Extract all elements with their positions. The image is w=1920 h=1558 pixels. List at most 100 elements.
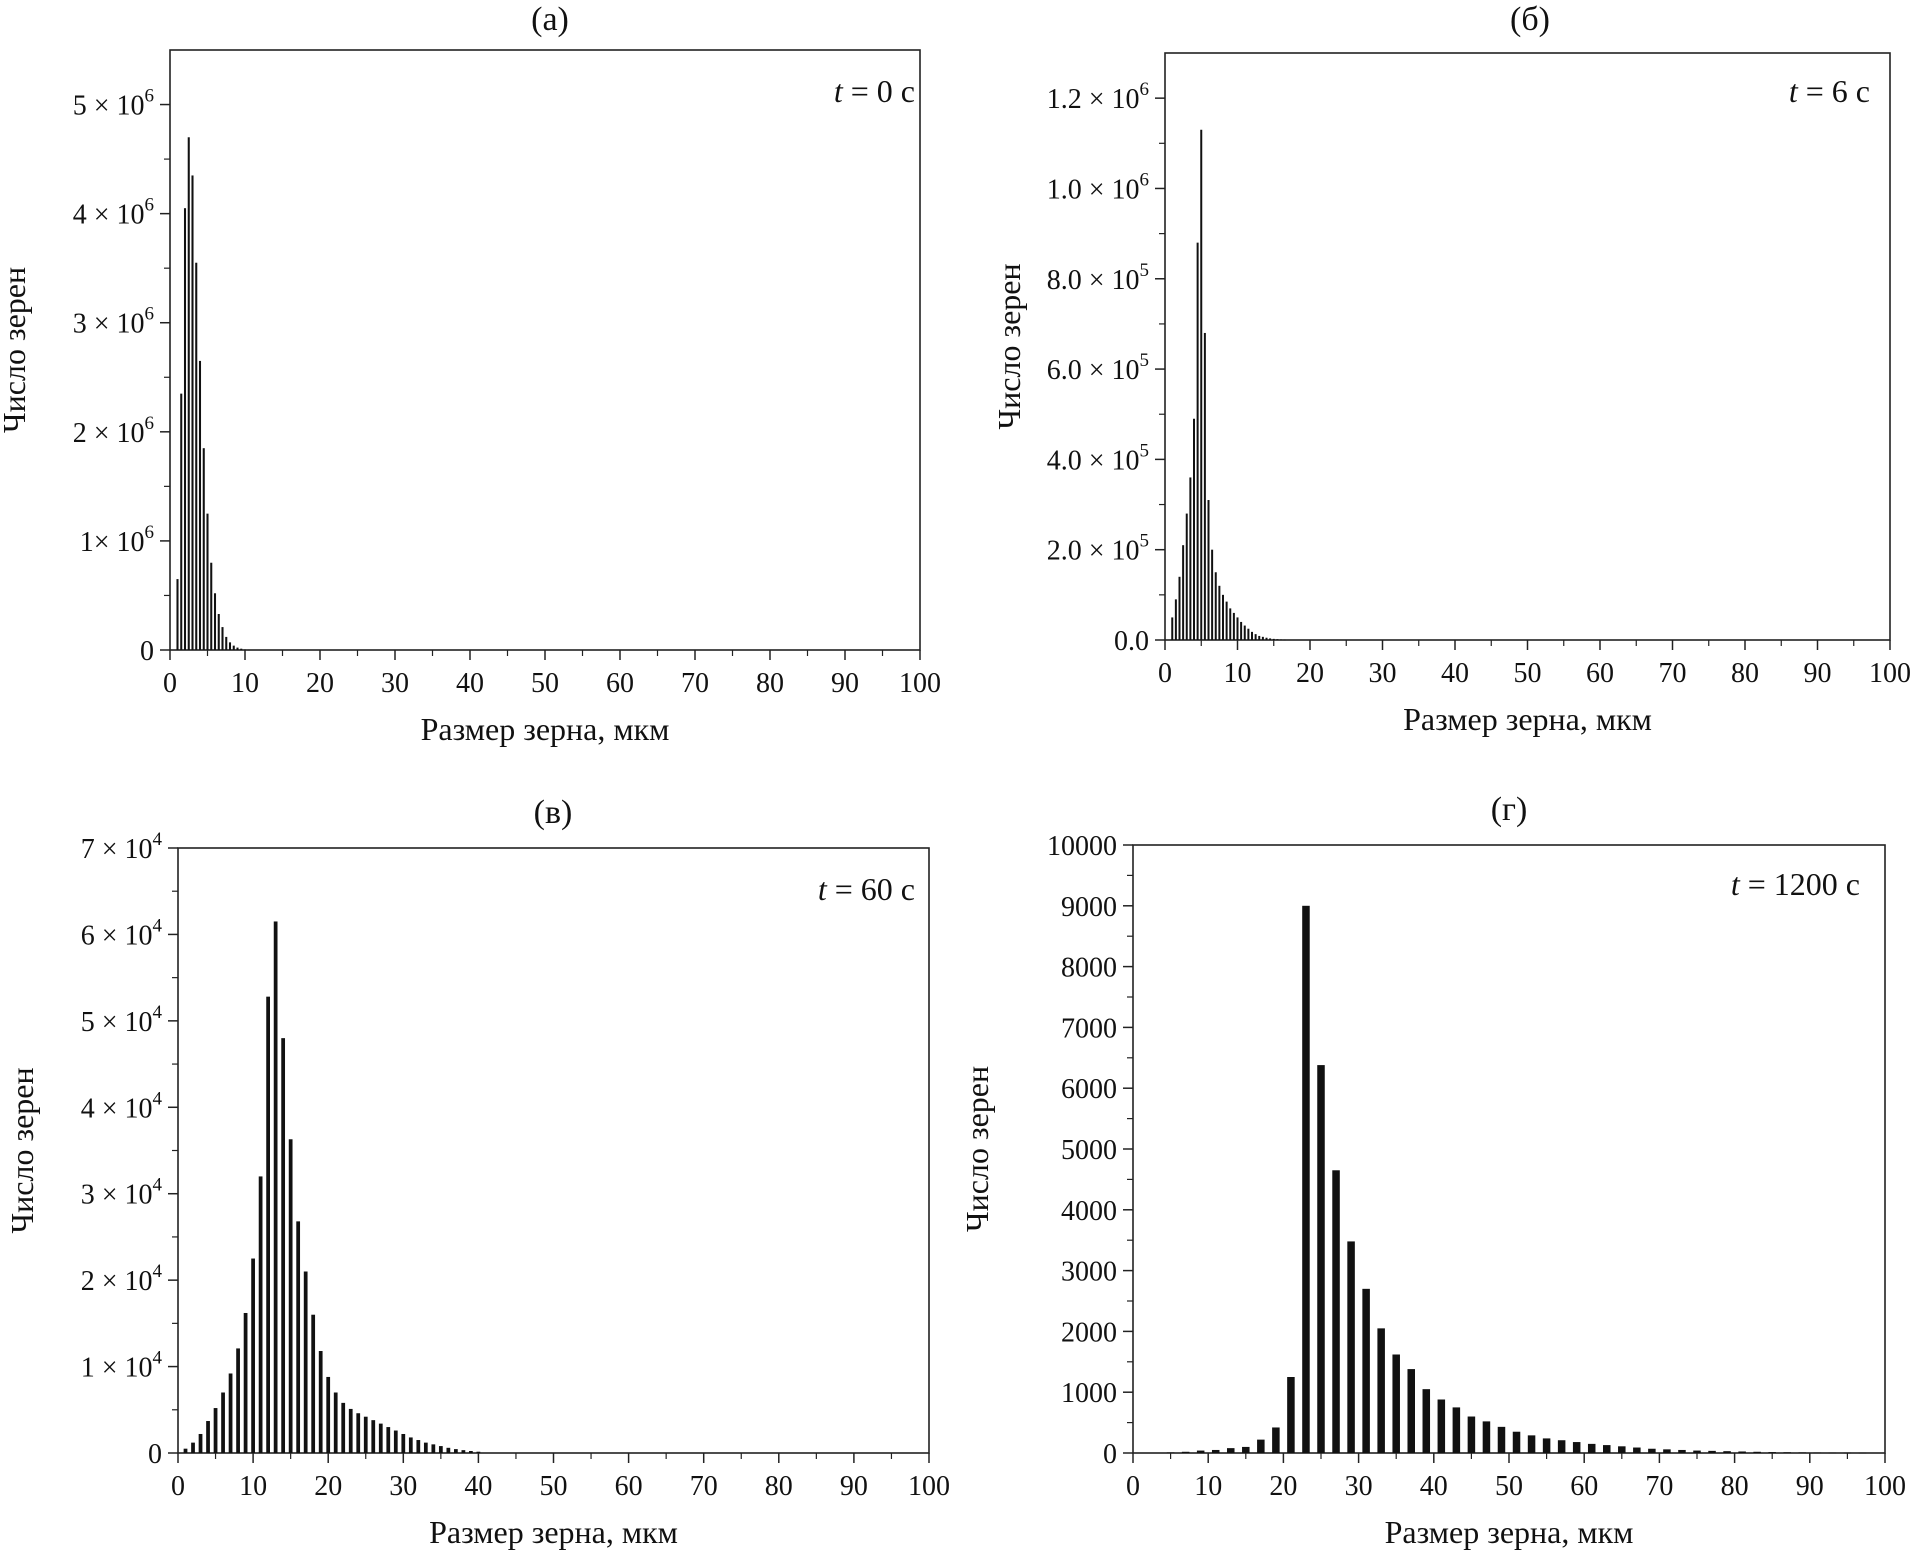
bar xyxy=(191,175,194,651)
x-tick-label: 50 xyxy=(540,1471,568,1502)
bar xyxy=(1633,1447,1641,1453)
bar xyxy=(1207,500,1210,640)
y-tick-label: 6000 xyxy=(1061,1074,1117,1105)
bar xyxy=(1332,1170,1340,1453)
bar xyxy=(1258,635,1261,640)
x-tick-label: 10 xyxy=(231,668,259,699)
bar xyxy=(1738,1451,1746,1453)
bar xyxy=(1236,617,1239,640)
bar xyxy=(1269,638,1272,640)
bar xyxy=(446,1447,451,1453)
bar xyxy=(423,1442,428,1453)
bar xyxy=(1265,637,1268,640)
y-tick-label: 2000 xyxy=(1061,1317,1117,1348)
bar xyxy=(187,137,190,651)
bar xyxy=(476,1451,481,1453)
x-tick-label: 10 xyxy=(239,1471,267,1502)
plot-frame xyxy=(1132,844,1886,1454)
y-tick-label: 3 × 104 xyxy=(81,1175,163,1211)
y-tick-label: 0 xyxy=(148,1439,162,1470)
x-axis-label: Размер зерна, мкм xyxy=(421,711,670,747)
bar xyxy=(183,1448,188,1453)
x-tick-label: 10 xyxy=(1194,1471,1222,1502)
y-tick-label: 4.0 × 105 xyxy=(1047,440,1149,476)
bar xyxy=(326,1376,331,1453)
bar xyxy=(1211,549,1214,640)
y-tick-label: 2 × 104 xyxy=(81,1261,163,1297)
bar xyxy=(1452,1407,1461,1453)
y-tick-label: 6 × 104 xyxy=(81,915,163,951)
x-tick-label: 30 xyxy=(1345,1471,1373,1502)
y-tick-label: 7000 xyxy=(1061,1013,1117,1044)
bar xyxy=(1497,1426,1506,1453)
bar xyxy=(213,593,217,650)
y-tick-label: 3000 xyxy=(1061,1257,1117,1288)
bar xyxy=(1203,332,1206,640)
bar xyxy=(176,579,179,650)
bar xyxy=(180,393,183,650)
bar xyxy=(1407,1369,1415,1453)
bar xyxy=(348,1408,353,1453)
y-tick-label: 3 × 106 xyxy=(73,304,154,340)
x-tick-label: 30 xyxy=(389,1471,417,1502)
bar xyxy=(1247,628,1250,640)
y-tick-label: 4 × 104 xyxy=(81,1088,163,1124)
x-axis-label: Размер зерна, мкм xyxy=(1385,1514,1634,1550)
bar xyxy=(236,647,239,650)
y-tick-label: 9000 xyxy=(1061,892,1117,923)
bar xyxy=(1242,1446,1250,1453)
y-axis-label: Число зерен xyxy=(991,263,1027,429)
bar xyxy=(1240,621,1243,640)
bar xyxy=(266,996,270,1453)
bar xyxy=(213,1408,218,1453)
y-tick-label: 0.0 xyxy=(1114,626,1149,657)
bar xyxy=(1272,638,1275,640)
bar xyxy=(281,1038,286,1453)
panel-label: (в) xyxy=(534,794,573,831)
bar xyxy=(1254,634,1257,640)
bar xyxy=(1280,639,1282,641)
y-tick-label: 2 × 106 xyxy=(73,413,154,449)
y-tick-label: 0 xyxy=(140,636,154,667)
y-tick-label: 5000 xyxy=(1061,1135,1117,1166)
bar xyxy=(1185,513,1188,640)
bar xyxy=(296,1221,301,1453)
y-tick-label: 4000 xyxy=(1061,1196,1117,1227)
x-tick-label: 20 xyxy=(1296,658,1324,689)
bar xyxy=(1753,1451,1761,1453)
bar xyxy=(333,1392,338,1453)
bar xyxy=(183,208,187,650)
x-tick-label: 40 xyxy=(1420,1471,1448,1502)
bar xyxy=(198,1433,203,1453)
bar xyxy=(236,1348,240,1453)
bar xyxy=(273,921,278,1453)
x-tick-label: 60 xyxy=(1586,658,1614,689)
bar xyxy=(311,1314,316,1453)
bar xyxy=(1377,1328,1385,1453)
x-tick-label: 40 xyxy=(456,668,484,699)
bar xyxy=(1723,1451,1731,1453)
bar xyxy=(1261,636,1264,640)
bar xyxy=(1618,1446,1626,1453)
bar xyxy=(1200,129,1203,640)
y-tick-label: 4 × 106 xyxy=(73,195,154,231)
x-tick-label: 0 xyxy=(171,1471,185,1502)
bar xyxy=(416,1440,421,1453)
bar xyxy=(1663,1449,1671,1453)
x-tick-label: 70 xyxy=(681,668,709,699)
bar xyxy=(206,513,209,650)
time-annotation: t = 1200 с xyxy=(1731,866,1860,902)
y-tick-label: 6.0 × 105 xyxy=(1047,350,1149,386)
bar xyxy=(195,262,198,650)
bar xyxy=(393,1430,398,1453)
bar xyxy=(1189,477,1192,640)
bar xyxy=(1196,1450,1205,1453)
bar xyxy=(356,1413,361,1453)
bar xyxy=(191,1442,195,1453)
y-tick-label: 5 × 104 xyxy=(81,1002,163,1038)
bar xyxy=(1222,594,1224,640)
x-tick-label: 90 xyxy=(1804,658,1832,689)
bar xyxy=(232,645,235,650)
bar xyxy=(1603,1445,1611,1453)
